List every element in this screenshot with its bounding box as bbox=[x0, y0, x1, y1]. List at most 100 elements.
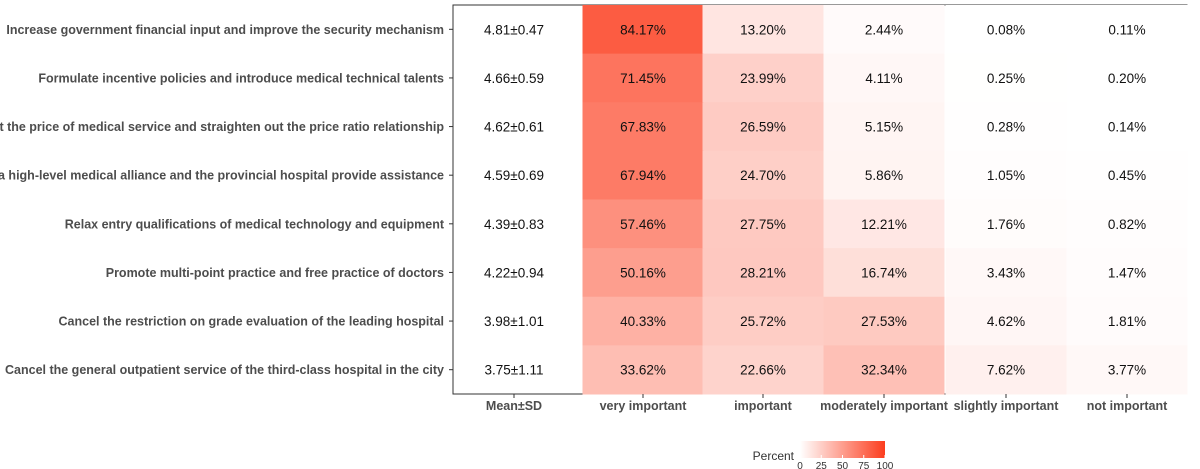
mean-sd-value: 4.22±0.94 bbox=[484, 265, 544, 280]
cell-value-label: 1.47% bbox=[1108, 265, 1146, 280]
cell-value-label: 2.44% bbox=[865, 22, 903, 37]
cell-value-label: 0.45% bbox=[1108, 168, 1146, 183]
heatmap-cell bbox=[945, 296, 1067, 346]
cell-value-label: 22.66% bbox=[740, 363, 786, 378]
heatmap-cell bbox=[945, 248, 1067, 298]
row-label: Promote multi-point practice and free pr… bbox=[106, 266, 444, 280]
legend-title: Percent bbox=[753, 449, 795, 463]
heatmap-cell bbox=[702, 248, 824, 298]
row-label: Formulate incentive policies and introdu… bbox=[38, 71, 444, 85]
mean-sd-value: 3.98±1.01 bbox=[484, 314, 544, 329]
heatmap-cell bbox=[823, 296, 945, 346]
heatmap-cell bbox=[702, 102, 824, 152]
cell-value-label: 33.62% bbox=[620, 363, 666, 378]
cell-value-label: 32.34% bbox=[861, 363, 907, 378]
legend-colorbar bbox=[800, 441, 885, 458]
cell-value-label: 50.16% bbox=[620, 265, 666, 280]
heatmap-cell bbox=[945, 199, 1067, 249]
heatmap-cell bbox=[582, 345, 704, 395]
heatmap-cell bbox=[1066, 345, 1188, 395]
cell-value-label: 4.62% bbox=[987, 314, 1025, 329]
column-label: not important bbox=[1087, 399, 1168, 413]
heatmap-cell bbox=[823, 102, 945, 152]
mean-sd-value: 4.81±0.47 bbox=[484, 22, 544, 37]
mean-sd-value: 3.75±1.11 bbox=[485, 363, 544, 378]
legend-tick-label: 50 bbox=[837, 461, 849, 469]
cell-value-label: 13.20% bbox=[740, 22, 786, 37]
heatmap-cell bbox=[582, 199, 704, 249]
heatmap-cell bbox=[582, 248, 704, 298]
heatmap-cell bbox=[702, 150, 824, 200]
cell-value-label: 0.11% bbox=[1108, 22, 1145, 37]
legend-tick-label: 100 bbox=[877, 461, 894, 469]
heatmap-cell bbox=[1066, 199, 1188, 249]
heatmap-cell bbox=[582, 53, 704, 103]
column-label: moderately important bbox=[820, 399, 949, 413]
cell-value-label: 4.11% bbox=[865, 71, 902, 86]
legend-tick-label: 0 bbox=[797, 461, 803, 469]
cell-value-label: 27.75% bbox=[740, 217, 786, 232]
cell-value-label: 71.45% bbox=[620, 71, 666, 86]
heatmap-cell bbox=[945, 150, 1067, 200]
cell-value-label: 1.76% bbox=[987, 217, 1025, 232]
heatmap-cell bbox=[702, 53, 824, 103]
cell-value-label: 24.70% bbox=[740, 168, 786, 183]
heatmap-cell bbox=[1066, 53, 1188, 103]
cell-value-label: 3.43% bbox=[987, 265, 1025, 280]
cell-value-label: 3.77% bbox=[1108, 363, 1146, 378]
heatmap-cell bbox=[702, 296, 824, 346]
heatmap-cells bbox=[452, 4, 1188, 395]
row-label: Increase government financial input and … bbox=[6, 23, 444, 37]
column-labels: Mean±SD very important important moderately… bbox=[486, 394, 1168, 413]
heatmap-cell bbox=[945, 345, 1067, 395]
cell-value-label: 5.15% bbox=[865, 120, 903, 135]
heatmap-cell bbox=[582, 296, 704, 346]
column-label: important bbox=[734, 399, 792, 413]
heatmap-cell bbox=[702, 345, 824, 395]
cell-value-label: 5.86% bbox=[865, 168, 903, 183]
heatmap-cell-labels: 4.81±0.47 84.17% 13.20% 2.44% 0.08% 0.11% 4.66… bbox=[484, 22, 1146, 377]
mean-sd-value: 4.66±0.59 bbox=[484, 71, 544, 86]
heatmap-cell bbox=[582, 150, 704, 200]
heatmap-cell bbox=[1066, 102, 1188, 152]
cell-value-label: 1.05% bbox=[987, 168, 1025, 183]
heatmap-cell bbox=[945, 102, 1067, 152]
cell-value-label: 23.99% bbox=[740, 71, 786, 86]
row-label: Cancel the restriction on grade evaluati… bbox=[59, 315, 444, 329]
legend-tick-label: 25 bbox=[816, 461, 828, 469]
row-label: Adjust the price of medical service and … bbox=[0, 120, 444, 134]
column-label: slightly important bbox=[954, 399, 1060, 413]
mean-sd-value: 4.62±0.61 bbox=[484, 120, 544, 135]
column-label: Mean±SD bbox=[486, 399, 542, 413]
heatmap-cell bbox=[823, 199, 945, 249]
heatmap-cell bbox=[823, 248, 945, 298]
cell-value-label: 84.17% bbox=[620, 22, 666, 37]
cell-value-label: 25.72% bbox=[740, 314, 786, 329]
heatmap-cell bbox=[582, 5, 704, 55]
row-labels: Increase government financial input and … bbox=[0, 23, 453, 377]
cell-value-label: 12.21% bbox=[861, 217, 907, 232]
heatmap-cell bbox=[702, 5, 824, 55]
cell-value-label: 0.20% bbox=[1108, 71, 1146, 86]
cell-value-label: 0.08% bbox=[987, 22, 1025, 37]
cell-value-label: 27.53% bbox=[861, 314, 907, 329]
cell-value-label: 26.59% bbox=[740, 120, 786, 135]
heatmap-cell bbox=[823, 53, 945, 103]
heatmap-cell bbox=[702, 199, 824, 249]
row-label: Relax entry qualifications of medical te… bbox=[65, 217, 445, 231]
mean-sd-value: 4.39±0.83 bbox=[484, 217, 544, 232]
cell-value-label: 7.62% bbox=[987, 363, 1025, 378]
legend-tick-label: 75 bbox=[858, 461, 870, 469]
cell-value-label: 28.21% bbox=[740, 265, 786, 280]
cell-value-label: 67.94% bbox=[620, 168, 666, 183]
row-label: Set up a high-level medical alliance and… bbox=[0, 169, 444, 183]
cell-value-label: 0.25% bbox=[987, 71, 1025, 86]
heatmap-cell bbox=[945, 53, 1067, 103]
heatmap-cell bbox=[582, 102, 704, 152]
heatmap-cell bbox=[1066, 150, 1188, 200]
column-label: very important bbox=[600, 399, 688, 413]
heatmap-cell bbox=[1066, 248, 1188, 298]
cell-value-label: 0.14% bbox=[1108, 120, 1146, 135]
